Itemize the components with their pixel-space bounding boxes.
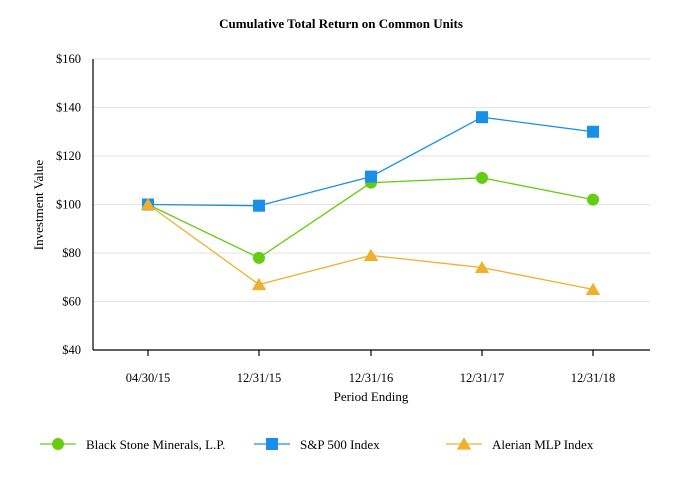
data-point — [140, 197, 156, 211]
x-tick-labels: 04/30/15 12/31/15 12/31/16 12/31/17 12/31/18 — [126, 371, 615, 385]
data-point — [365, 170, 377, 183]
data-point — [251, 277, 267, 291]
x-tick-label: 12/31/17 — [460, 371, 504, 385]
x-tick-label: 04/30/15 — [126, 371, 170, 385]
y-tick-label: $80 — [62, 246, 81, 260]
data-point — [587, 193, 599, 206]
legend: Black Stone Minerals, L.P. S&P 500 Index A… — [40, 437, 594, 452]
legend-marker — [456, 437, 472, 450]
data-point — [587, 125, 599, 138]
data-point — [476, 171, 488, 184]
data-point — [363, 248, 379, 262]
y-tick-label: $100 — [56, 198, 81, 212]
axes — [92, 59, 650, 356]
y-tick-label: $120 — [56, 149, 81, 163]
y-tick-label: $40 — [62, 343, 81, 357]
y-tick-label: $140 — [56, 101, 81, 115]
legend-marker — [52, 438, 64, 450]
data-point — [585, 282, 601, 295]
data-point — [253, 199, 265, 212]
series-line — [147, 116, 594, 207]
y-axis-title: Investment Value — [31, 160, 46, 251]
legend-item: Black Stone Minerals, L.P. — [40, 437, 225, 452]
legend-label: Alerian MLP Index — [492, 437, 594, 452]
y-tick-label: $60 — [62, 295, 81, 309]
data-point — [476, 111, 488, 124]
series-line — [147, 203, 594, 291]
x-tick-label: 12/31/15 — [237, 371, 281, 385]
y-tick-label: $160 — [56, 52, 81, 66]
legend-item: Alerian MLP Index — [446, 437, 594, 452]
legend-label: Black Stone Minerals, L.P. — [86, 437, 225, 452]
legend-label: S&P 500 Index — [300, 437, 380, 452]
series — [140, 111, 601, 295]
legend-marker — [266, 438, 278, 450]
data-point — [474, 260, 490, 274]
x-tick-label: 12/31/16 — [349, 371, 393, 385]
y-tick-labels: $40 $60 $80 $100 $120 $140 $160 — [56, 52, 81, 357]
legend-item: S&P 500 Index — [254, 437, 380, 452]
x-axis-title: Period Ending — [334, 389, 409, 404]
series-line — [147, 177, 594, 259]
data-point — [253, 251, 265, 264]
x-tick-label: 12/31/18 — [571, 371, 615, 385]
chart-title: Cumulative Total Return on Common Units — [219, 16, 463, 31]
